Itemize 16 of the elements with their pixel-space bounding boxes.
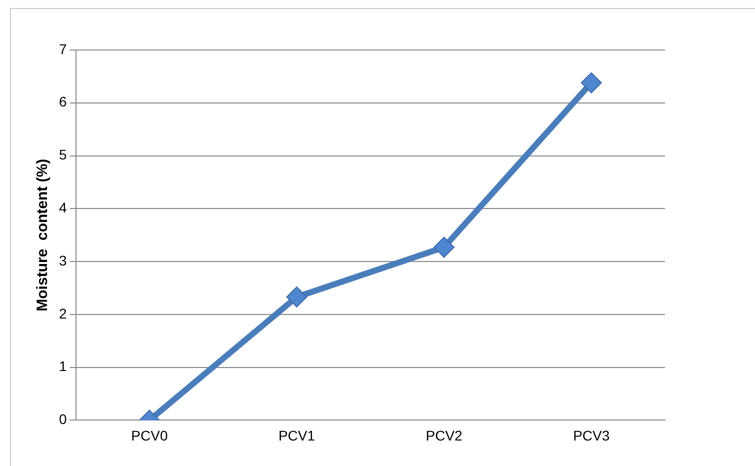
x-tick-label: PCV2 — [426, 427, 463, 444]
y-tick-label: 5 — [58, 146, 67, 163]
point — [434, 236, 455, 258]
x-tick-label: PCV1 — [278, 427, 316, 444]
y-tick-label: 3 — [58, 252, 67, 268]
y-tick-label: 6 — [58, 94, 67, 110]
point — [286, 286, 308, 308]
y-tick-label: 1 — [58, 358, 67, 374]
y-tick-label: 4 — [58, 200, 67, 216]
y-tick-label: 0 — [58, 411, 67, 428]
y-tick-label: 2 — [58, 305, 67, 322]
y-axis-title: Moisture content (%) — [34, 158, 52, 312]
x-tick-label: PCV3 — [573, 427, 610, 444]
point — [580, 72, 602, 94]
x-tick-label: PCV0 — [131, 427, 168, 444]
y-tick-label: 7 — [58, 40, 67, 57]
